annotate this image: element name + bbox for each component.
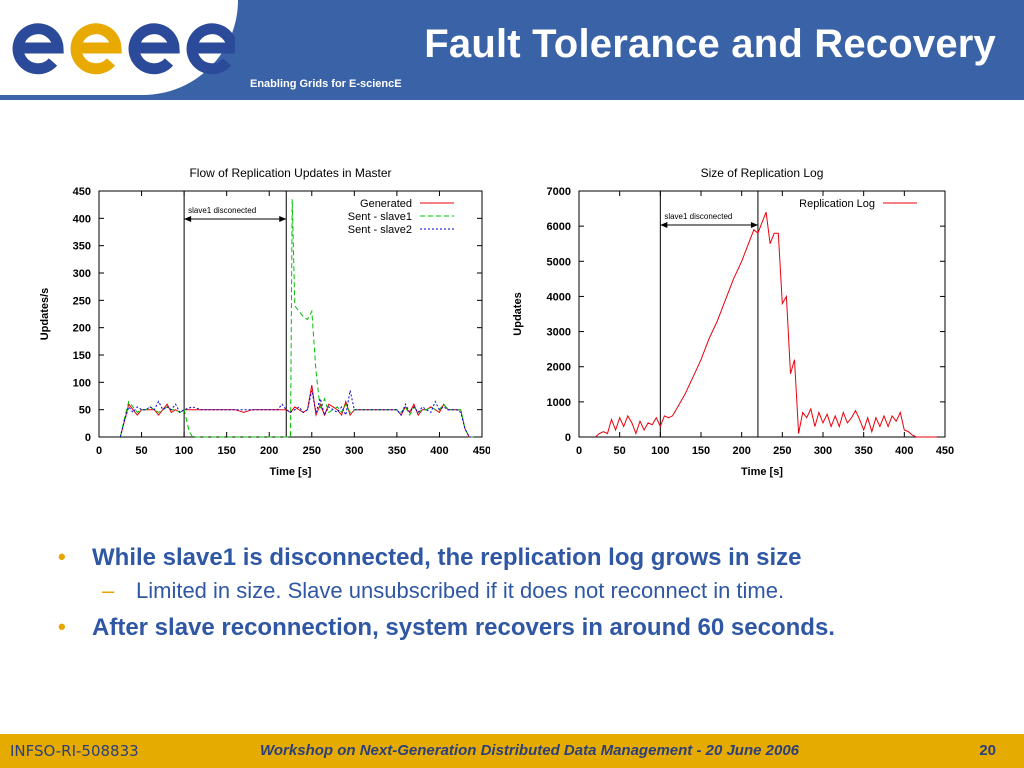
egee-logo [12, 23, 235, 75]
x-tick-label: 400 [895, 445, 913, 457]
x-tick-label: 300 [814, 445, 832, 457]
y-tick-label: 7000 [547, 186, 571, 198]
x-tick-label: 100 [175, 445, 193, 457]
chart-replication-updates: Flow of Replication Updates in Master 0 50… [39, 166, 490, 478]
x-tick-label: 250 [773, 445, 791, 457]
bullet-list: • While slave1 is disconnected, the repl… [58, 544, 998, 648]
sub-bullet-item: – Limited in size. Slave unsubscribed if… [58, 578, 998, 604]
y-tick-label: 300 [73, 268, 91, 280]
x-tick-label: 250 [303, 445, 321, 457]
sub-bullet-marker: – [102, 578, 115, 603]
x-tick-label: 50 [614, 445, 626, 457]
y-axis-label: Updates/s [39, 288, 51, 341]
y-tick-label: 0 [565, 432, 571, 444]
x-tick-label: 150 [692, 445, 710, 457]
chart-title: Size of Replication Log [701, 166, 824, 180]
x-tick-label: 200 [260, 445, 278, 457]
plot-frame [578, 190, 946, 438]
y-tick-label: 2000 [547, 362, 571, 374]
x-tick-label: 0 [96, 445, 102, 457]
bullet-marker: • [58, 544, 66, 569]
y-tick-label: 250 [73, 295, 91, 307]
slide-title: Fault Tolerance and Recovery [424, 22, 996, 66]
x-tick-label: 400 [430, 445, 448, 457]
x-tick-label: 50 [135, 445, 147, 457]
x-tick-label: 350 [854, 445, 872, 457]
legend-label: Replication Log [799, 198, 875, 210]
x-tick-label: 0 [576, 445, 582, 457]
series-line [594, 211, 937, 438]
annotation-arrowhead [184, 216, 192, 222]
header-bar: Fault Tolerance and Recovery Enabling Gr… [0, 0, 1024, 100]
x-axis-label: Time [s] [270, 466, 312, 478]
bullet-item: • While slave1 is disconnected, the repl… [58, 544, 998, 572]
chart-replication-log: Size of Replication Log 0 50 100 150 200 250 30… [512, 166, 954, 478]
y-tick-label: 350 [73, 241, 91, 253]
y-tick-label: 200 [73, 323, 91, 335]
annotation-arrowhead [750, 222, 758, 228]
x-tick-label: 450 [473, 445, 490, 457]
bullet-text: After slave reconnection, system recover… [92, 614, 835, 641]
x-tick-label: 300 [345, 445, 363, 457]
slide-subtitle: Enabling Grids for E-sciencE [250, 78, 402, 90]
sub-bullet-text: Limited in size. Slave unsubscribed if i… [136, 578, 785, 603]
annotation-label: slave1 disconected [664, 212, 732, 221]
x-tick-label: 350 [388, 445, 406, 457]
y-tick-label: 400 [73, 213, 91, 225]
bullet-text: While slave1 is disconnected, the replic… [92, 544, 802, 571]
legend-label: Sent - slave1 [348, 211, 412, 223]
y-tick-label: 100 [73, 377, 91, 389]
annotation-arrowhead [660, 222, 668, 228]
page-number: 20 [979, 742, 996, 759]
x-tick-label: 100 [651, 445, 669, 457]
series-line [119, 199, 474, 438]
y-tick-label: 4000 [547, 291, 571, 303]
chart-title: Flow of Replication Updates in Master [189, 166, 391, 180]
plot-frame [98, 190, 483, 438]
y-tick-label: 50 [79, 405, 91, 417]
x-axis-label: Time [s] [741, 466, 783, 478]
annotation-arrowhead [279, 216, 287, 222]
footer-project-id: INFSO-RI-508833 [10, 742, 139, 760]
footer-bar: INFSO-RI-508833 Workshop on Next-Generat… [0, 734, 1024, 768]
legend-label: Generated [360, 198, 412, 210]
y-tick-label: 6000 [547, 221, 571, 233]
y-tick-label: 1000 [547, 397, 571, 409]
x-tick-label: 150 [217, 445, 235, 457]
y-tick-label: 3000 [547, 327, 571, 339]
y-tick-label: 150 [73, 350, 91, 362]
logo-area [0, 0, 238, 95]
y-tick-label: 0 [85, 432, 91, 444]
x-tick-label: 200 [732, 445, 750, 457]
legend-label: Sent - slave2 [348, 224, 412, 236]
footer-event: Workshop on Next-Generation Distributed … [260, 742, 800, 759]
bullet-marker: • [58, 614, 66, 639]
y-tick-label: 5000 [547, 256, 571, 268]
y-axis-label: Updates [512, 292, 524, 335]
x-tick-label: 450 [936, 445, 954, 457]
y-tick-label: 450 [73, 186, 91, 198]
annotation-label: slave1 disconected [188, 206, 256, 215]
bullet-item: • After slave reconnection, system recov… [58, 614, 998, 642]
series-line [119, 390, 474, 438]
